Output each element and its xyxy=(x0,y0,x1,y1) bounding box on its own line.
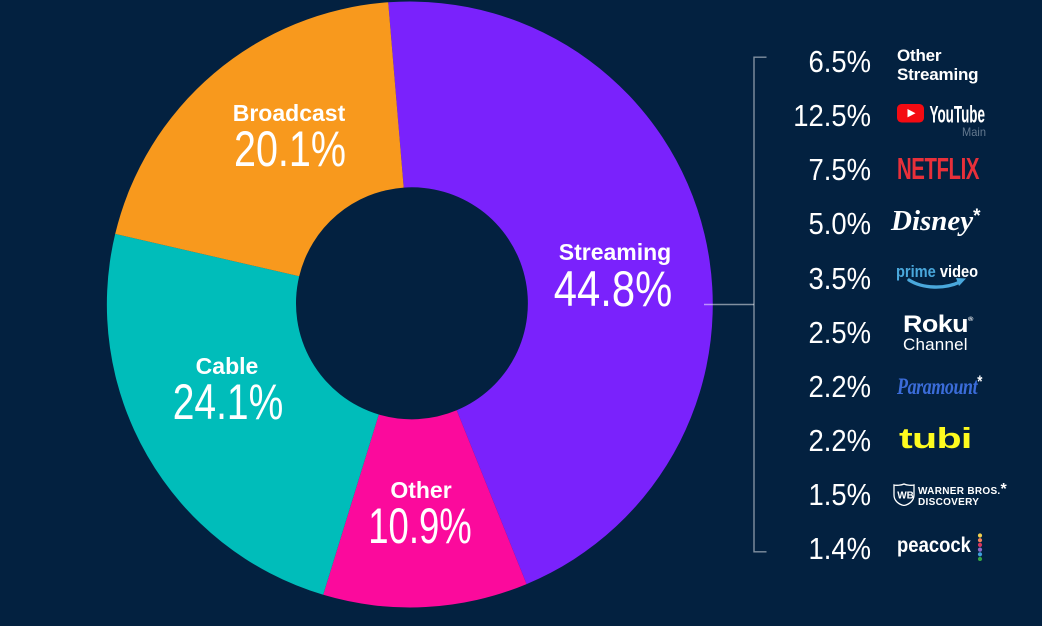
svg-text:WB: WB xyxy=(897,491,914,502)
svg-text:YouTube: YouTube xyxy=(930,103,986,126)
